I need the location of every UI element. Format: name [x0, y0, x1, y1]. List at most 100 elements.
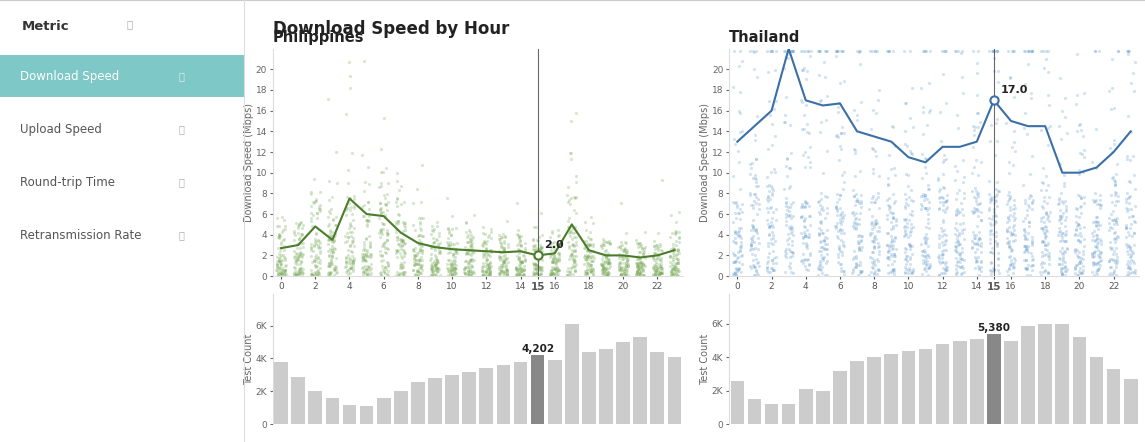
Point — [669, 256, 687, 263]
Point — [511, 258, 529, 265]
Point — [782, 149, 800, 156]
Point — [593, 244, 611, 251]
Point — [439, 266, 457, 273]
Point — [980, 236, 998, 243]
Point — [1107, 190, 1126, 197]
Point — [566, 264, 584, 271]
Bar — [342, 404, 356, 424]
Point — [460, 242, 479, 249]
Point — [475, 237, 493, 244]
Point — [598, 271, 616, 278]
Point — [1084, 196, 1103, 203]
Point — [274, 267, 292, 274]
Point — [1103, 56, 1121, 63]
Point — [1022, 199, 1041, 206]
Point — [664, 246, 682, 253]
Point — [550, 266, 568, 273]
Bar — [599, 349, 613, 424]
Point — [777, 249, 796, 256]
Point — [395, 223, 413, 230]
Point — [474, 248, 492, 255]
Point — [358, 217, 377, 224]
Point — [835, 242, 853, 249]
Point — [1040, 217, 1058, 224]
Point — [1049, 200, 1067, 207]
Point — [564, 241, 583, 248]
Point — [564, 252, 583, 259]
Point — [646, 271, 664, 278]
Point — [949, 262, 968, 269]
Point — [321, 210, 339, 217]
Point — [1089, 218, 1107, 225]
Point — [862, 212, 881, 219]
Point — [776, 93, 795, 100]
Point — [613, 245, 631, 252]
Point — [796, 197, 814, 204]
Point — [388, 196, 406, 203]
Point — [610, 254, 629, 261]
Point — [1123, 268, 1142, 275]
Point — [423, 265, 441, 272]
Point — [670, 209, 688, 216]
Point — [431, 240, 449, 247]
Point — [781, 225, 799, 232]
Point — [1084, 254, 1103, 261]
Point — [421, 271, 440, 278]
Point — [344, 263, 362, 270]
Point — [866, 198, 884, 206]
Point — [970, 264, 988, 271]
Point — [447, 265, 465, 272]
Point — [899, 183, 917, 190]
Point — [302, 271, 321, 278]
Point — [1126, 185, 1144, 192]
Point — [1090, 264, 1108, 271]
Point — [515, 266, 534, 273]
Point — [1069, 171, 1088, 178]
Point — [664, 248, 682, 255]
Point — [844, 222, 862, 229]
Point — [276, 271, 294, 278]
Point — [405, 261, 424, 268]
Point — [828, 47, 846, 54]
Point — [490, 238, 508, 245]
Bar — [1039, 324, 1052, 424]
Point — [1072, 264, 1090, 271]
Point — [1108, 47, 1127, 54]
Point — [341, 222, 360, 229]
Point — [1088, 240, 1106, 248]
Point — [630, 271, 648, 278]
Point — [426, 252, 444, 259]
Point — [845, 248, 863, 255]
Point — [523, 260, 542, 267]
Bar — [668, 357, 681, 424]
Point — [1068, 232, 1087, 239]
Point — [1091, 248, 1110, 255]
Point — [1052, 271, 1071, 278]
Point — [727, 270, 745, 277]
Point — [305, 271, 323, 278]
Point — [963, 170, 981, 177]
Point — [1121, 244, 1139, 251]
Point — [815, 47, 834, 54]
Point — [987, 218, 1005, 225]
Point — [353, 264, 371, 271]
Point — [341, 264, 360, 271]
Point — [914, 259, 932, 267]
Point — [731, 129, 749, 136]
Point — [1004, 230, 1022, 237]
Point — [743, 237, 761, 244]
Point — [668, 250, 686, 257]
Point — [577, 246, 595, 253]
Point — [811, 211, 829, 218]
Point — [830, 195, 848, 202]
Point — [980, 190, 998, 197]
Point — [377, 249, 395, 256]
Point — [985, 266, 1003, 273]
Point — [760, 47, 779, 54]
Point — [828, 212, 846, 219]
Point — [302, 189, 321, 196]
Point — [1033, 178, 1051, 185]
Point — [1106, 179, 1124, 187]
Point — [899, 142, 917, 149]
Point — [1032, 127, 1050, 134]
